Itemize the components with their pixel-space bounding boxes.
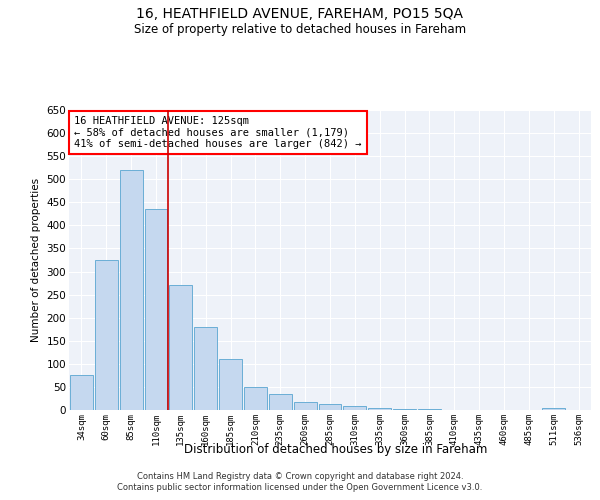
Bar bbox=[269, 394, 292, 410]
Bar bbox=[418, 409, 441, 410]
Text: 16 HEATHFIELD AVENUE: 125sqm
← 58% of detached houses are smaller (1,179)
41% of: 16 HEATHFIELD AVENUE: 125sqm ← 58% of de… bbox=[74, 116, 362, 149]
Bar bbox=[219, 359, 242, 410]
Bar bbox=[294, 402, 317, 410]
Bar bbox=[145, 209, 167, 410]
Text: Contains public sector information licensed under the Open Government Licence v3: Contains public sector information licen… bbox=[118, 484, 482, 492]
Bar bbox=[95, 260, 118, 410]
Bar bbox=[244, 387, 267, 410]
Bar bbox=[343, 406, 366, 410]
Bar bbox=[169, 286, 192, 410]
Bar bbox=[319, 404, 341, 410]
Y-axis label: Number of detached properties: Number of detached properties bbox=[31, 178, 41, 342]
Text: 16, HEATHFIELD AVENUE, FAREHAM, PO15 5QA: 16, HEATHFIELD AVENUE, FAREHAM, PO15 5QA bbox=[137, 8, 464, 22]
Bar bbox=[120, 170, 143, 410]
Text: Distribution of detached houses by size in Fareham: Distribution of detached houses by size … bbox=[184, 442, 488, 456]
Bar bbox=[542, 408, 565, 410]
Bar bbox=[393, 408, 416, 410]
Bar bbox=[194, 327, 217, 410]
Text: Size of property relative to detached houses in Fareham: Size of property relative to detached ho… bbox=[134, 22, 466, 36]
Bar bbox=[368, 408, 391, 410]
Bar bbox=[70, 376, 93, 410]
Text: Contains HM Land Registry data © Crown copyright and database right 2024.: Contains HM Land Registry data © Crown c… bbox=[137, 472, 463, 481]
